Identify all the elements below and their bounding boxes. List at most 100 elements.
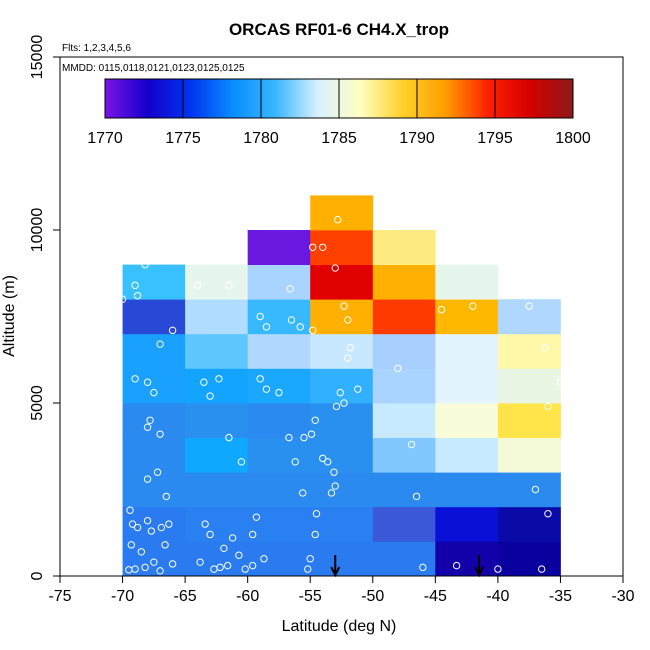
- sample-point: [206, 530, 214, 539]
- heatmap-cell: [185, 472, 249, 508]
- sample-point: [165, 520, 173, 528]
- y-tick-label: 5000: [29, 385, 46, 421]
- heatmap-cell: [372, 437, 436, 473]
- sample-point: [394, 364, 402, 373]
- x-tick-label: -60: [236, 588, 259, 605]
- plot-frame: [59, 56, 624, 577]
- sample-point: [193, 281, 202, 290]
- heatmap-cell: [247, 541, 311, 577]
- colorbar-tick-label: 1800: [555, 130, 591, 147]
- heatmap-cell: [435, 299, 499, 335]
- heatmap-cell: [247, 230, 311, 265]
- sample-point: [248, 561, 257, 570]
- heatmap-cell: [122, 403, 186, 438]
- x-axis-label: Latitude (deg N): [282, 618, 397, 635]
- sample-point: [319, 454, 327, 463]
- heatmap-cell: [122, 472, 186, 508]
- heatmap-cell: [247, 299, 311, 335]
- sample-point: [131, 375, 139, 383]
- heatmap-cell: [372, 403, 436, 438]
- colorbar-tick-label: 1780: [243, 130, 279, 147]
- heatmap-cell: [185, 333, 249, 369]
- sample-point: [156, 567, 164, 575]
- sample-point: [287, 316, 296, 324]
- sample-point: [225, 281, 233, 290]
- x-tick-label: -30: [611, 588, 634, 605]
- sample-point: [161, 541, 169, 549]
- location-arrows: [330, 555, 485, 578]
- sample-point: [252, 513, 261, 521]
- sample-point: [150, 388, 158, 397]
- sample-point: [143, 423, 152, 431]
- x-tick-label: -70: [111, 588, 134, 605]
- sample-point: [223, 561, 232, 570]
- heatmap-cell: [310, 472, 374, 508]
- sample-point: [162, 492, 171, 501]
- sample-point: [200, 378, 208, 386]
- heatmap-cell: [185, 506, 249, 542]
- heatmap-cell: [497, 299, 561, 335]
- sample-point: [131, 281, 139, 290]
- sample-point: [307, 430, 316, 438]
- heatmap-cell: [122, 264, 186, 300]
- heatmap-cell: [372, 506, 436, 542]
- sample-point: [285, 433, 293, 442]
- sample-point: [327, 489, 336, 497]
- sample-point: [228, 534, 237, 542]
- sample-point: [319, 243, 327, 252]
- heatmap-cell: [247, 333, 311, 369]
- heatmap-cell: [372, 368, 436, 404]
- sample-point: [206, 392, 214, 400]
- sample-point: [312, 510, 321, 518]
- x-tick-label: -40: [486, 588, 509, 605]
- x-axis: -75 -70 -65 -60 -55 -50 -45 -40 -35 -30: [48, 576, 635, 605]
- heatmap-cell: [310, 230, 374, 265]
- sample-point: [334, 215, 342, 224]
- x-tick-label: -55: [299, 588, 322, 605]
- heatmap-cell: [497, 403, 561, 438]
- arrow-marker: [474, 555, 485, 578]
- x-tick-label: -45: [424, 588, 447, 605]
- sample-point: [143, 475, 152, 483]
- chart-title: ORCAS RF01-6 CH4.X_trop: [229, 20, 449, 39]
- sample-point: [291, 458, 299, 466]
- heatmap-cell: [435, 333, 499, 369]
- sample-point: [296, 323, 304, 331]
- sample-point: [147, 527, 156, 535]
- y-tick-label: 0: [29, 571, 46, 580]
- sample-point: [141, 260, 149, 269]
- heatmap-cell: [122, 506, 186, 542]
- y-tick-label: 15000: [29, 35, 46, 80]
- sample-point: [437, 305, 446, 314]
- colorbar-tick-label: 1770: [87, 130, 123, 147]
- heatmap-cell: [310, 541, 374, 577]
- sample-point: [412, 492, 421, 501]
- sample-point: [300, 433, 308, 442]
- heatmap-cell: [497, 472, 561, 508]
- heatmap-cell: [435, 437, 499, 473]
- sample-point: [150, 558, 158, 566]
- sample-point: [196, 558, 204, 566]
- flights-subtitle: Flts: 1,2,3,4,5,6: [62, 43, 131, 54]
- sample-point: [452, 561, 461, 570]
- sample-point: [346, 343, 354, 352]
- heatmap-cell: [372, 264, 436, 300]
- heatmap-cell: [310, 299, 374, 335]
- heatmap-cell: [435, 368, 499, 404]
- sample-point: [340, 399, 348, 407]
- x-tick-label: -35: [549, 588, 572, 605]
- sample-point: [331, 264, 339, 272]
- sample-point: [225, 433, 233, 442]
- colorbar-tick-label: 1785: [321, 130, 357, 147]
- colorbar-tick-label: 1795: [477, 130, 513, 147]
- heatmap-cell: [247, 264, 311, 300]
- heatmap-cell: [310, 264, 374, 300]
- heatmap-cell: [372, 541, 436, 577]
- sample-point: [309, 326, 317, 335]
- heatmap-cell: [310, 333, 374, 369]
- sample-point: [201, 520, 209, 528]
- x-tick-label: -75: [48, 588, 71, 605]
- heatmap-cell: [247, 437, 311, 473]
- sample-point: [330, 468, 338, 476]
